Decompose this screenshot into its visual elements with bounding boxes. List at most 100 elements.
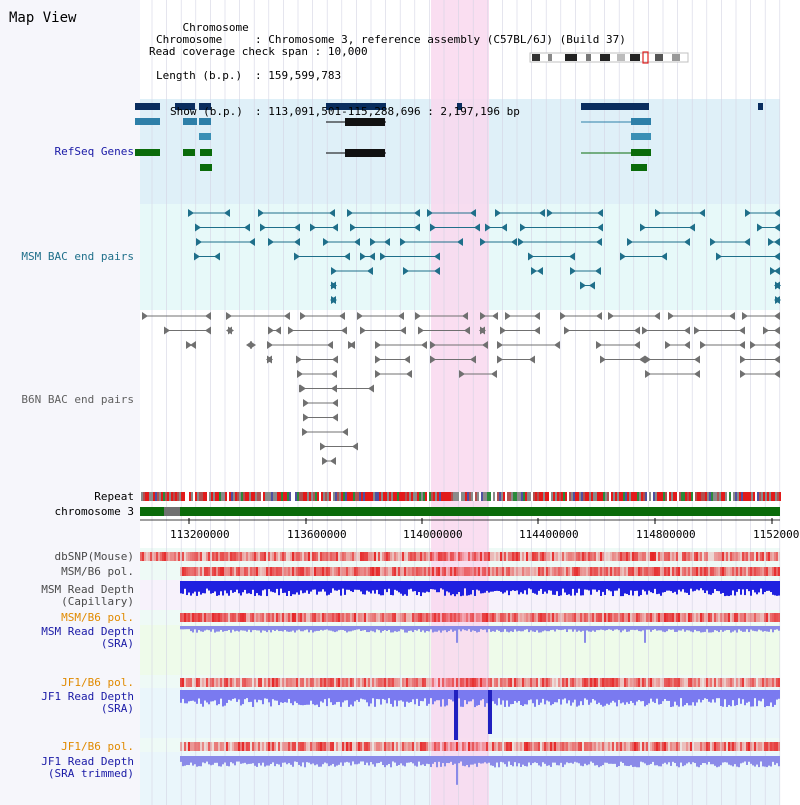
polymorphism-bin bbox=[626, 552, 628, 561]
polymorphism-bin bbox=[364, 742, 366, 751]
read-depth-bin bbox=[404, 626, 406, 633]
polymorphism-bin bbox=[310, 567, 312, 576]
polymorphism-bin bbox=[560, 552, 562, 561]
polymorphism-bin bbox=[732, 678, 734, 687]
polymorphism-bin bbox=[646, 613, 648, 622]
polymorphism-bin bbox=[180, 552, 182, 561]
polymorphism-bin bbox=[250, 742, 252, 751]
read-depth-bin bbox=[226, 690, 228, 703]
bac-end bbox=[560, 312, 566, 320]
repeat-element bbox=[575, 492, 577, 501]
read-depth-bin bbox=[228, 581, 230, 596]
read-depth-bin bbox=[768, 690, 770, 707]
read-depth-bin bbox=[716, 690, 718, 699]
bac-end bbox=[740, 370, 746, 378]
read-depth-bin bbox=[590, 756, 592, 762]
polymorphism-bin bbox=[258, 613, 260, 622]
polymorphism-bin bbox=[600, 552, 602, 561]
polymorphism-bin bbox=[424, 613, 426, 622]
read-depth-bin bbox=[730, 690, 732, 707]
read-depth-bin bbox=[576, 581, 578, 593]
read-depth-bin bbox=[434, 756, 436, 763]
polymorphism-bin bbox=[208, 613, 210, 622]
repeat-element bbox=[225, 492, 227, 501]
repeat-element bbox=[485, 492, 487, 501]
read-depth-bin bbox=[624, 581, 626, 594]
polymorphism-bin bbox=[450, 613, 452, 622]
polymorphism-bin bbox=[694, 742, 696, 751]
repeat-element bbox=[221, 492, 223, 501]
read-depth-bin bbox=[200, 626, 202, 632]
polymorphism-bin bbox=[670, 552, 672, 561]
read-depth-bin bbox=[316, 690, 318, 705]
repeat-element bbox=[469, 492, 471, 501]
read-depth-bin bbox=[394, 581, 396, 590]
read-depth-bin bbox=[676, 690, 678, 706]
bac-end bbox=[770, 267, 776, 275]
read-depth-bin bbox=[722, 581, 724, 593]
read-depth-bin bbox=[262, 626, 264, 631]
polymorphism-bin bbox=[332, 613, 334, 622]
polymorphism-bin bbox=[730, 742, 732, 751]
polymorphism-bin bbox=[356, 567, 358, 576]
polymorphism-bin bbox=[182, 552, 184, 561]
read-depth-bin bbox=[482, 626, 484, 630]
read-depth-bin bbox=[258, 690, 260, 700]
read-depth-bin bbox=[408, 756, 410, 763]
bac-end bbox=[474, 223, 480, 232]
label-b6n-bac[interactable]: B6N BAC end pairs bbox=[21, 393, 134, 406]
read-depth-bin bbox=[720, 756, 722, 766]
read-depth-bin bbox=[278, 581, 280, 596]
polymorphism-bin bbox=[268, 742, 270, 751]
repeat-element bbox=[689, 492, 691, 501]
read-depth-bin bbox=[568, 581, 570, 595]
read-depth-bin bbox=[302, 581, 304, 594]
read-depth-bin bbox=[258, 626, 260, 631]
polymorphism-bin bbox=[472, 567, 474, 576]
polymorphism-bin bbox=[598, 552, 600, 561]
polymorphism-bin bbox=[140, 552, 142, 561]
bac-end bbox=[520, 223, 526, 232]
repeat-element bbox=[769, 492, 771, 501]
polymorphism-bin bbox=[220, 678, 222, 687]
read-depth-bin bbox=[342, 756, 344, 766]
polymorphism-bin bbox=[412, 678, 414, 687]
repeat-element bbox=[671, 492, 673, 501]
polymorphism-bin bbox=[402, 567, 404, 576]
repeat-element bbox=[411, 492, 413, 501]
polymorphism-bin bbox=[338, 678, 340, 687]
polymorphism-bin bbox=[298, 567, 300, 576]
bac-end bbox=[268, 238, 274, 246]
polymorphism-bin bbox=[416, 567, 418, 576]
read-depth-bin bbox=[192, 626, 194, 633]
polymorphism-bin bbox=[426, 678, 428, 687]
polymorphism-bin bbox=[616, 552, 618, 561]
polymorphism-bin bbox=[242, 742, 244, 751]
read-depth-bin bbox=[598, 756, 600, 768]
polymorphism-bin bbox=[502, 742, 504, 751]
read-depth-bin bbox=[596, 626, 598, 631]
read-depth-bin bbox=[194, 756, 196, 765]
polymorphism-bin bbox=[676, 742, 678, 751]
label-msm-bac[interactable]: MSM BAC end pairs bbox=[21, 250, 134, 263]
polymorphism-bin bbox=[368, 742, 370, 751]
polymorphism-bin bbox=[180, 613, 182, 622]
label-refseq-genes[interactable]: RefSeq Genes bbox=[54, 145, 134, 158]
polymorphism-bin bbox=[398, 613, 400, 622]
polymorphism-bin bbox=[530, 613, 532, 622]
polymorphism-bin bbox=[306, 613, 308, 622]
polymorphism-bin bbox=[300, 742, 302, 751]
polymorphism-bin bbox=[568, 552, 570, 561]
read-depth-bin bbox=[244, 690, 246, 700]
polymorphism-bin bbox=[664, 552, 666, 561]
polymorphism-bin bbox=[694, 678, 696, 687]
bac-end bbox=[246, 341, 252, 349]
read-depth-bin bbox=[318, 756, 320, 767]
read-depth-bin bbox=[618, 690, 620, 700]
read-depth-bin bbox=[308, 626, 310, 633]
polymorphism-bin bbox=[212, 613, 214, 622]
read-depth-bin bbox=[728, 581, 730, 597]
repeat-element bbox=[701, 492, 703, 501]
